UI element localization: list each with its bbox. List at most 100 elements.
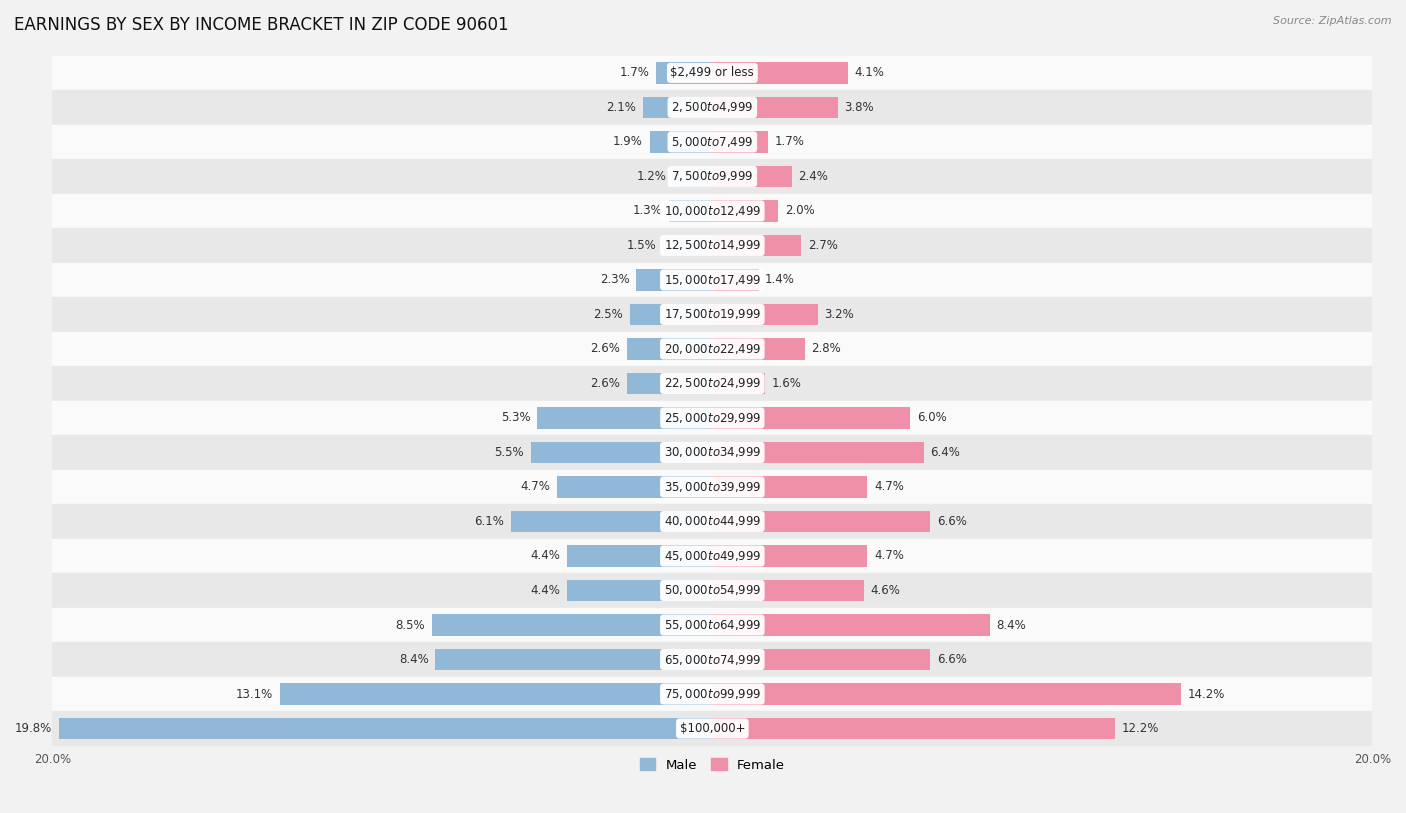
Bar [713, 373, 765, 394]
Bar [510, 511, 713, 533]
Text: EARNINGS BY SEX BY INCOME BRACKET IN ZIP CODE 90601: EARNINGS BY SEX BY INCOME BRACKET IN ZIP… [14, 16, 509, 34]
Bar [52, 332, 1372, 366]
Bar [52, 642, 1372, 676]
Text: $100,000+: $100,000+ [679, 722, 745, 735]
Text: $10,000 to $12,499: $10,000 to $12,499 [664, 204, 761, 218]
Text: 4.7%: 4.7% [875, 480, 904, 493]
Text: 2.7%: 2.7% [808, 239, 838, 252]
Bar [52, 193, 1372, 228]
Bar [713, 304, 818, 325]
Bar [713, 200, 779, 222]
Text: 3.2%: 3.2% [824, 308, 855, 321]
Text: $75,000 to $99,999: $75,000 to $99,999 [664, 687, 761, 701]
Bar [713, 131, 769, 153]
Text: 13.1%: 13.1% [236, 688, 273, 701]
Text: 6.0%: 6.0% [917, 411, 946, 424]
Text: 4.1%: 4.1% [855, 67, 884, 80]
Text: 1.4%: 1.4% [765, 273, 794, 286]
Text: $5,000 to $7,499: $5,000 to $7,499 [671, 135, 754, 149]
Text: $12,500 to $14,999: $12,500 to $14,999 [664, 238, 761, 252]
Bar [662, 235, 713, 256]
Bar [669, 200, 713, 222]
Bar [52, 366, 1372, 401]
Text: Source: ZipAtlas.com: Source: ZipAtlas.com [1274, 16, 1392, 26]
Text: $22,500 to $24,999: $22,500 to $24,999 [664, 376, 761, 390]
Bar [59, 718, 713, 739]
Text: 2.0%: 2.0% [785, 204, 814, 217]
Bar [713, 63, 848, 84]
Bar [557, 476, 713, 498]
Text: 1.7%: 1.7% [620, 67, 650, 80]
Bar [52, 55, 1372, 90]
Bar [52, 504, 1372, 539]
Bar [52, 470, 1372, 504]
Bar [52, 711, 1372, 746]
Bar [627, 338, 713, 359]
Bar [713, 546, 868, 567]
Bar [672, 166, 713, 187]
Bar [531, 441, 713, 463]
Text: 2.5%: 2.5% [593, 308, 623, 321]
Text: $65,000 to $74,999: $65,000 to $74,999 [664, 653, 761, 667]
Bar [713, 615, 990, 636]
Text: 2.6%: 2.6% [591, 377, 620, 390]
Bar [713, 338, 804, 359]
Bar [713, 511, 931, 533]
Bar [52, 263, 1372, 298]
Bar [627, 373, 713, 394]
Bar [713, 97, 838, 118]
Bar [567, 546, 713, 567]
Text: 4.7%: 4.7% [520, 480, 551, 493]
Text: 1.5%: 1.5% [627, 239, 657, 252]
Bar [713, 441, 924, 463]
Text: 6.4%: 6.4% [931, 446, 960, 459]
Bar [52, 573, 1372, 608]
Bar [713, 235, 801, 256]
Text: $17,500 to $19,999: $17,500 to $19,999 [664, 307, 761, 321]
Bar [52, 401, 1372, 435]
Bar [52, 676, 1372, 711]
Text: $25,000 to $29,999: $25,000 to $29,999 [664, 411, 761, 425]
Text: 19.8%: 19.8% [15, 722, 52, 735]
Bar [537, 407, 713, 428]
Bar [432, 615, 713, 636]
Text: 2.6%: 2.6% [591, 342, 620, 355]
Text: 3.8%: 3.8% [845, 101, 875, 114]
Text: $20,000 to $22,499: $20,000 to $22,499 [664, 342, 761, 356]
Text: 4.7%: 4.7% [875, 550, 904, 563]
Bar [52, 124, 1372, 159]
Text: 6.6%: 6.6% [936, 515, 967, 528]
Text: 4.6%: 4.6% [870, 584, 901, 597]
Text: 4.4%: 4.4% [530, 550, 561, 563]
Text: 8.4%: 8.4% [399, 653, 429, 666]
Text: 1.2%: 1.2% [637, 170, 666, 183]
Bar [52, 159, 1372, 193]
Text: $7,500 to $9,999: $7,500 to $9,999 [671, 169, 754, 184]
Bar [52, 298, 1372, 332]
Bar [630, 304, 713, 325]
Text: 14.2%: 14.2% [1188, 688, 1225, 701]
Text: $40,000 to $44,999: $40,000 to $44,999 [664, 515, 761, 528]
Text: 1.6%: 1.6% [772, 377, 801, 390]
Text: $50,000 to $54,999: $50,000 to $54,999 [664, 584, 761, 598]
Legend: Male, Female: Male, Female [634, 753, 790, 777]
Bar [643, 97, 713, 118]
Text: 1.7%: 1.7% [775, 136, 804, 149]
Text: $2,499 or less: $2,499 or less [671, 67, 754, 80]
Bar [657, 63, 713, 84]
Bar [713, 580, 865, 601]
Text: 1.3%: 1.3% [633, 204, 662, 217]
Text: $45,000 to $49,999: $45,000 to $49,999 [664, 549, 761, 563]
Bar [52, 90, 1372, 124]
Text: 6.6%: 6.6% [936, 653, 967, 666]
Bar [567, 580, 713, 601]
Bar [434, 649, 713, 670]
Bar [713, 269, 759, 290]
Bar [52, 228, 1372, 263]
Text: 8.5%: 8.5% [395, 619, 425, 632]
Text: 1.9%: 1.9% [613, 136, 643, 149]
Bar [52, 435, 1372, 470]
Bar [713, 649, 931, 670]
Bar [713, 683, 1181, 705]
Text: $35,000 to $39,999: $35,000 to $39,999 [664, 480, 761, 494]
